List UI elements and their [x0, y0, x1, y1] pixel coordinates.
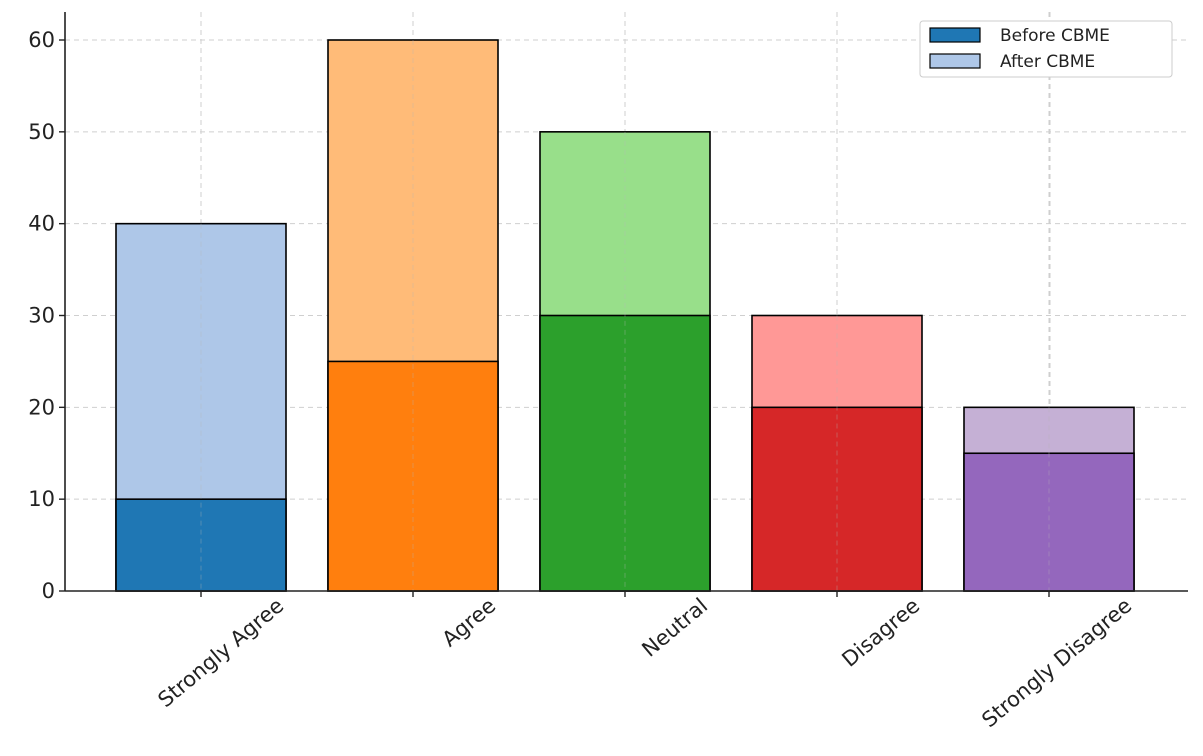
bars-group: [115, 39, 1135, 592]
y-tick-label: 40: [28, 212, 55, 236]
bar-before-2: [539, 314, 711, 592]
legend-label-before: Before CBME: [1000, 26, 1110, 46]
y-tick-label: 50: [28, 120, 55, 144]
y-tick-labels: 0 10 20 30 40 50 60: [28, 28, 65, 603]
legend: Before CBME After CBME: [919, 20, 1173, 78]
legend-swatch-before: [929, 27, 981, 43]
x-tick-label: Disagree: [837, 593, 924, 671]
x-tick-label: Agree: [438, 593, 501, 651]
legend-frame: [919, 20, 1173, 78]
x-tick-label: Strongly Agree: [153, 593, 288, 712]
bar-before-3: [751, 406, 923, 592]
legend-label-after: After CBME: [1000, 52, 1095, 72]
legend-swatch-after: [929, 53, 981, 69]
x-tick-label: Strongly Disagree: [977, 593, 1136, 732]
x-tick-label: Neutral: [637, 593, 712, 661]
y-tick-label: 20: [28, 395, 55, 419]
y-tick-label: 10: [28, 487, 55, 511]
axes: [64, 12, 1188, 592]
y-tick-label: 0: [42, 579, 55, 603]
y-tick-label: 30: [28, 304, 55, 328]
x-tick-labels: Strongly Agree Agree Neutral Disagree Strong…: [153, 591, 1136, 732]
y-tick-label: 60: [28, 28, 55, 52]
